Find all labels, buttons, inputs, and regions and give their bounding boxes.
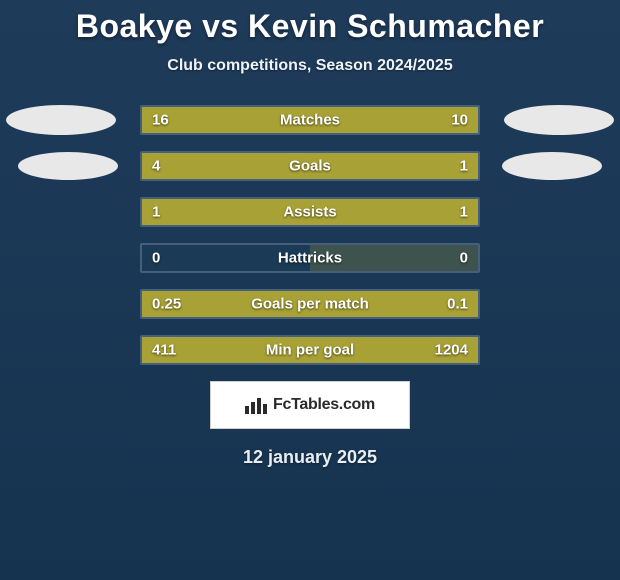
player-left-avatar-1	[6, 105, 116, 135]
page-title: Boakye vs Kevin Schumacher	[0, 0, 620, 45]
stat-bar: 0 Hattricks 0	[140, 243, 480, 273]
stat-left-value: 411	[152, 342, 176, 359]
stat-right-value: 0.1	[447, 296, 468, 313]
stat-label: Hattricks	[278, 250, 342, 267]
stat-left-value: 0.25	[152, 296, 181, 313]
stat-label: Assists	[283, 204, 336, 221]
comparison-infographic: Boakye vs Kevin Schumacher Club competit…	[0, 0, 620, 580]
subtitle: Club competitions, Season 2024/2025	[0, 57, 620, 75]
stat-label: Min per goal	[266, 342, 354, 359]
stat-label: Goals	[289, 158, 331, 175]
stat-bar: 1 Assists 1	[140, 197, 480, 227]
stat-left-value: 4	[152, 158, 160, 175]
player-right-avatar-1	[504, 105, 614, 135]
stat-bar: 16 Matches 10	[140, 105, 480, 135]
bar-chart-icon	[245, 396, 267, 414]
player-right-avatar-2	[502, 152, 602, 180]
stat-right-value: 0	[460, 250, 468, 267]
stat-label: Matches	[280, 112, 340, 129]
stat-bar: 0.25 Goals per match 0.1	[140, 289, 480, 319]
chart-area: 16Matches104Goals11Assists10Hattricks00.…	[0, 105, 620, 365]
stat-right-value: 1204	[435, 342, 468, 359]
badge-text: FcTables.com	[273, 396, 375, 414]
bars-container: 16Matches104Goals11Assists10Hattricks00.…	[140, 105, 480, 365]
stat-right-value: 10	[451, 112, 468, 129]
stat-bar: 4 Goals 1	[140, 151, 480, 181]
stat-right-value: 1	[460, 158, 468, 175]
stat-label: Goals per match	[251, 296, 369, 313]
bar-left-fill	[142, 153, 411, 179]
stat-left-value: 1	[152, 204, 160, 221]
date-label: 12 january 2025	[0, 447, 620, 468]
stat-left-value: 16	[152, 112, 169, 129]
stat-right-value: 1	[460, 204, 468, 221]
stat-bar: 411 Min per goal 1204	[140, 335, 480, 365]
player-left-avatar-2	[18, 152, 118, 180]
source-badge: FcTables.com	[210, 381, 410, 429]
stat-left-value: 0	[152, 250, 160, 267]
